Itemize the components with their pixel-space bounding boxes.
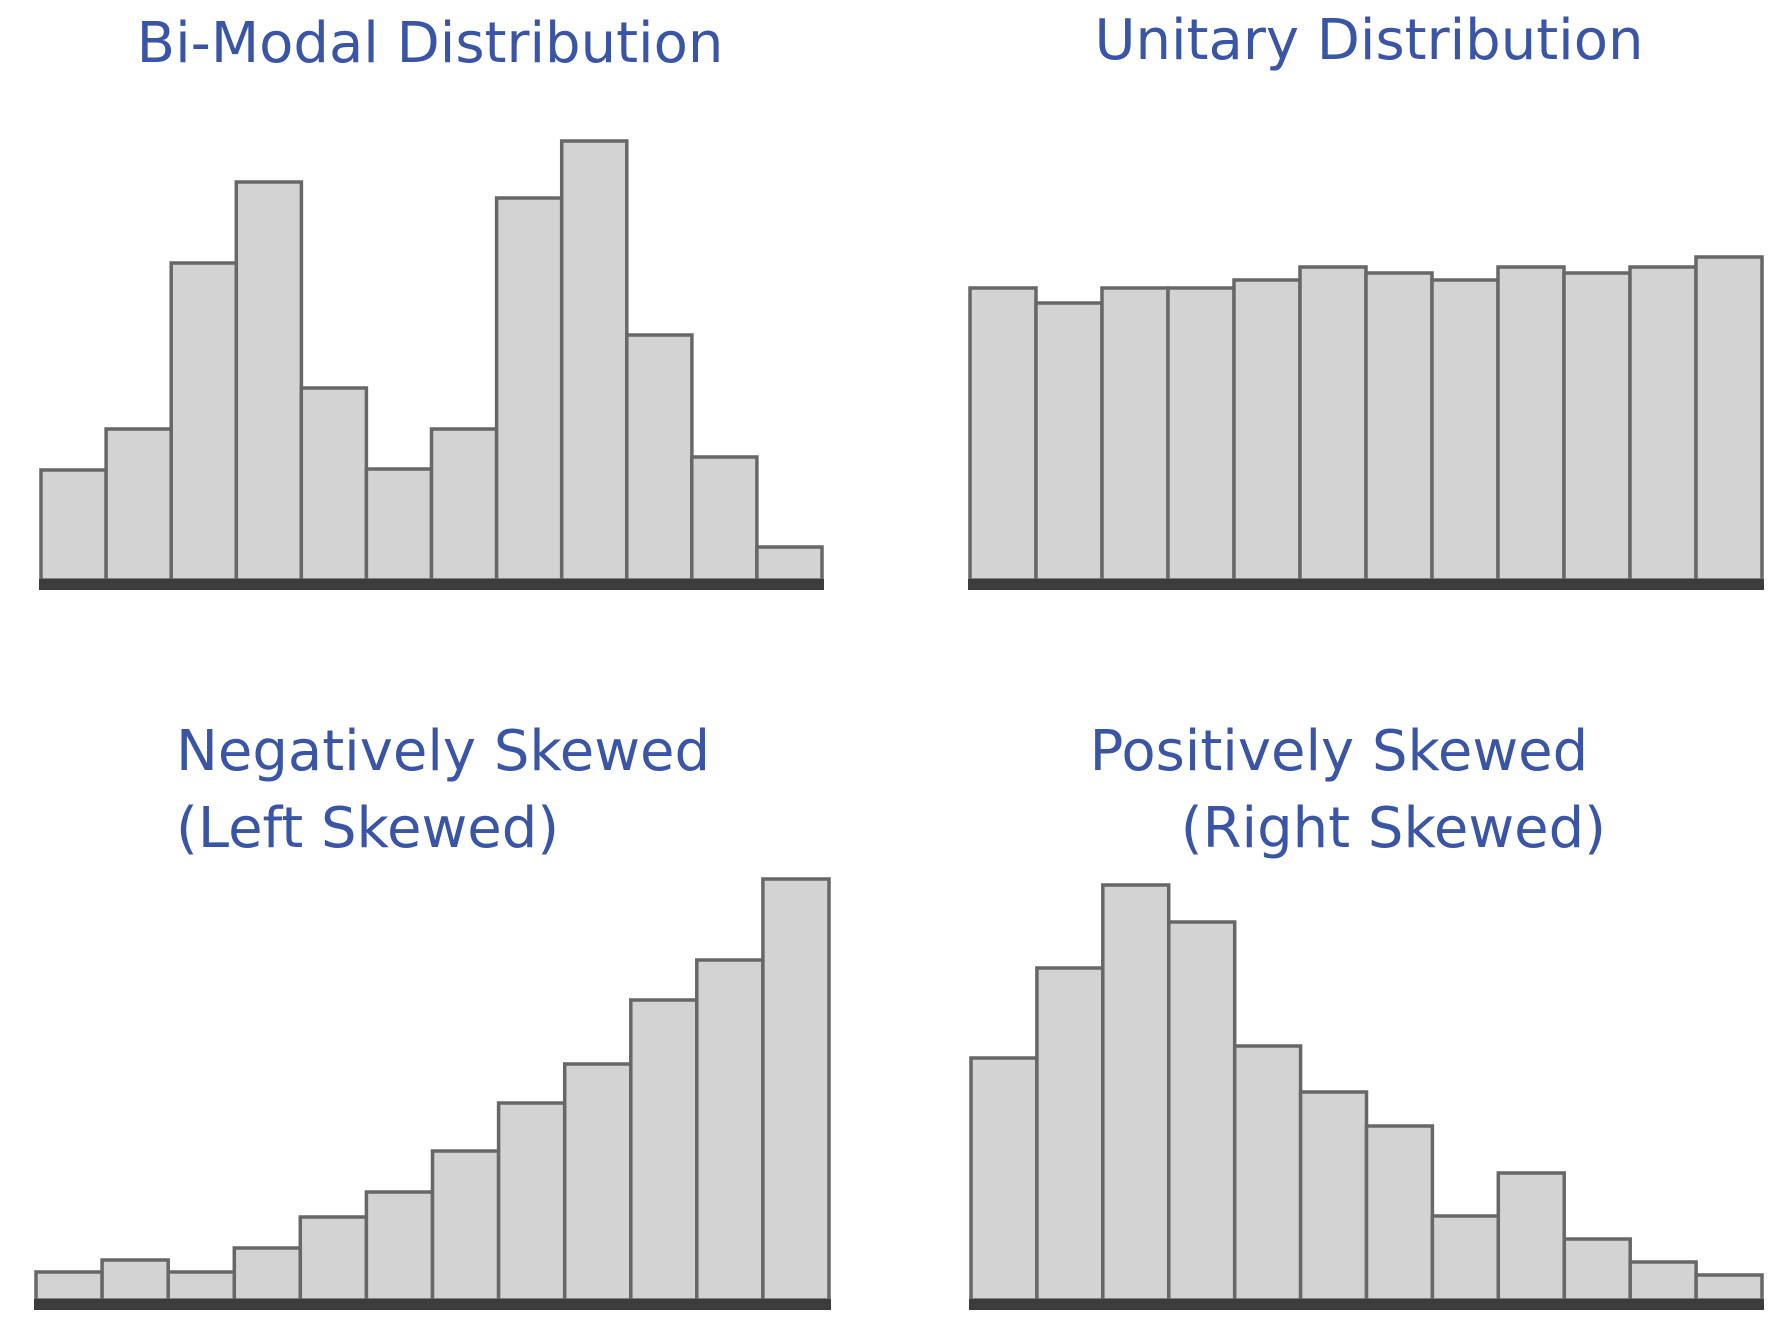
bar-bimodal-9 xyxy=(559,139,629,582)
bar-negatively-skewed-12 xyxy=(761,877,831,1302)
bar-bimodal-11 xyxy=(690,455,759,582)
bar-negatively-skewed-7 xyxy=(430,1149,501,1302)
bar-bimodal-10 xyxy=(625,333,694,582)
bar-negatively-skewed-4 xyxy=(232,1246,303,1302)
baseline-negatively-skewed xyxy=(34,1299,831,1310)
baseline-unitary xyxy=(968,579,1764,590)
bar-unitary-3 xyxy=(1100,286,1170,582)
bar-positively-skewed-7 xyxy=(1364,1124,1435,1302)
bar-negatively-skewed-8 xyxy=(496,1101,567,1302)
bar-bimodal-5 xyxy=(299,386,369,582)
bar-negatively-skewed-1 xyxy=(34,1270,104,1302)
bar-positively-skewed-10 xyxy=(1562,1237,1632,1302)
bar-bimodal-12 xyxy=(755,545,824,582)
bar-unitary-5 xyxy=(1232,278,1302,582)
bar-positively-skewed-3 xyxy=(1101,883,1171,1302)
chart-title-negatively-skewed: Negatively Skewed (Left Skewed) xyxy=(176,719,728,861)
bar-positively-skewed-11 xyxy=(1628,1260,1698,1302)
bar-bimodal-1 xyxy=(39,468,108,582)
bars-bimodal xyxy=(39,139,824,582)
chart-unitary: Unitary Distribution xyxy=(968,8,1764,590)
bar-negatively-skewed-6 xyxy=(364,1190,435,1302)
bar-positively-skewed-6 xyxy=(1298,1090,1369,1302)
bar-negatively-skewed-5 xyxy=(298,1215,369,1302)
bar-bimodal-8 xyxy=(494,196,564,582)
bar-unitary-4 xyxy=(1166,286,1236,582)
bar-unitary-10 xyxy=(1562,271,1632,582)
chart-title-unitary: Unitary Distribution xyxy=(1095,8,1644,73)
bars-positively-skewed xyxy=(969,883,1764,1302)
chart-negatively-skewed: Negatively Skewed (Left Skewed) xyxy=(34,719,831,1310)
bar-positively-skewed-1 xyxy=(969,1056,1039,1302)
baseline-bimodal xyxy=(39,579,824,590)
chart-title-negatively-skewed-line-1: Negatively Skewed xyxy=(176,719,710,784)
chart-title-positively-skewed: Positively Skewed (Right Skewed) xyxy=(1090,719,1606,861)
baseline-positively-skewed xyxy=(969,1299,1764,1310)
chart-title-bimodal-line-1: Bi-Modal Distribution xyxy=(137,11,724,76)
chart-title-positively-skewed-line-2: (Right Skewed) xyxy=(1181,796,1606,861)
bars-negatively-skewed xyxy=(34,877,831,1302)
chart-title-positively-skewed-line-1: Positively Skewed xyxy=(1090,719,1589,784)
bar-positively-skewed-2 xyxy=(1035,966,1105,1302)
bar-negatively-skewed-9 xyxy=(562,1062,633,1302)
chart-title-negatively-skewed-line-2: (Left Skewed) xyxy=(176,796,559,861)
chart-title-bimodal: Bi-Modal Distribution xyxy=(137,11,724,76)
bar-unitary-12 xyxy=(1694,255,1764,582)
chart-positively-skewed: Positively Skewed (Right Skewed) xyxy=(969,719,1764,1310)
bar-unitary-9 xyxy=(1496,265,1566,582)
bar-unitary-7 xyxy=(1364,271,1434,582)
bar-bimodal-6 xyxy=(364,467,434,582)
bar-unitary-1 xyxy=(968,286,1038,582)
chart-bimodal: Bi-Modal Distribution xyxy=(39,11,824,590)
bar-positively-skewed-4 xyxy=(1167,920,1237,1302)
bar-negatively-skewed-10 xyxy=(629,998,699,1302)
bar-bimodal-4 xyxy=(234,180,304,582)
bar-negatively-skewed-11 xyxy=(695,958,765,1302)
bar-negatively-skewed-2 xyxy=(100,1258,170,1302)
bar-unitary-6 xyxy=(1298,265,1368,582)
bar-unitary-2 xyxy=(1034,301,1104,582)
bar-positively-skewed-5 xyxy=(1232,1044,1303,1302)
bar-unitary-8 xyxy=(1430,278,1500,582)
bars-unitary xyxy=(968,255,1764,582)
bar-positively-skewed-12 xyxy=(1694,1273,1764,1302)
bar-positively-skewed-9 xyxy=(1496,1171,1566,1302)
chart-title-unitary-line-1: Unitary Distribution xyxy=(1095,8,1644,73)
bar-bimodal-7 xyxy=(429,427,499,582)
bar-negatively-skewed-3 xyxy=(166,1270,237,1302)
bar-bimodal-3 xyxy=(169,261,239,582)
bar-bimodal-2 xyxy=(104,427,173,582)
bar-unitary-11 xyxy=(1628,265,1698,582)
bar-positively-skewed-8 xyxy=(1430,1214,1501,1302)
